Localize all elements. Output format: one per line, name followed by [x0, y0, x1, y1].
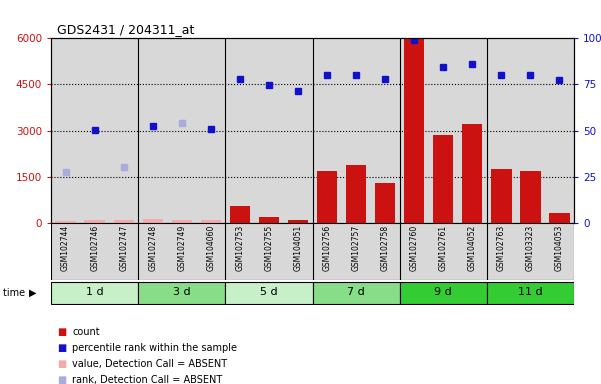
- Text: GSM102756: GSM102756: [323, 224, 332, 271]
- Bar: [341, 223, 371, 280]
- Text: GSM102746: GSM102746: [90, 224, 99, 271]
- Bar: [313, 38, 341, 223]
- Text: GSM102758: GSM102758: [380, 224, 389, 271]
- Bar: [172, 220, 192, 223]
- Text: GSM102761: GSM102761: [439, 224, 448, 271]
- Text: GSM102760: GSM102760: [410, 224, 419, 271]
- Bar: [491, 169, 511, 223]
- Bar: [341, 38, 371, 223]
- Text: ■: ■: [57, 327, 66, 337]
- Bar: [400, 281, 487, 304]
- Text: GSM102757: GSM102757: [352, 224, 361, 271]
- Text: 11 d: 11 d: [518, 287, 543, 297]
- Bar: [346, 165, 366, 223]
- Bar: [80, 223, 109, 280]
- Text: GSM102753: GSM102753: [236, 224, 245, 271]
- Bar: [201, 220, 221, 223]
- Bar: [487, 223, 516, 280]
- Text: rank, Detection Call = ABSENT: rank, Detection Call = ABSENT: [72, 375, 222, 384]
- Bar: [225, 223, 254, 280]
- Bar: [259, 217, 279, 223]
- Bar: [138, 223, 167, 280]
- Bar: [197, 38, 225, 223]
- Text: value, Detection Call = ABSENT: value, Detection Call = ABSENT: [72, 359, 227, 369]
- Bar: [225, 281, 313, 304]
- Bar: [51, 38, 80, 223]
- Text: 1 d: 1 d: [86, 287, 103, 297]
- Bar: [458, 38, 487, 223]
- Text: GSM102755: GSM102755: [264, 224, 273, 271]
- Bar: [55, 221, 76, 223]
- Text: 9 d: 9 d: [435, 287, 452, 297]
- Text: GSM104053: GSM104053: [555, 224, 564, 271]
- Text: time: time: [3, 288, 28, 298]
- Bar: [230, 206, 250, 223]
- Text: GSM104060: GSM104060: [206, 224, 215, 271]
- Bar: [516, 223, 545, 280]
- Bar: [51, 281, 138, 304]
- Text: ■: ■: [57, 343, 66, 353]
- Text: GSM103323: GSM103323: [526, 224, 535, 271]
- Bar: [458, 223, 487, 280]
- Bar: [80, 38, 109, 223]
- Bar: [545, 38, 574, 223]
- Text: 5 d: 5 d: [260, 287, 278, 297]
- Bar: [288, 220, 308, 223]
- Bar: [254, 38, 284, 223]
- Bar: [375, 184, 395, 223]
- Bar: [138, 38, 167, 223]
- Bar: [400, 38, 429, 223]
- Bar: [487, 281, 574, 304]
- Bar: [429, 38, 458, 223]
- Bar: [429, 223, 458, 280]
- Bar: [197, 223, 225, 280]
- Bar: [142, 219, 163, 223]
- Bar: [114, 220, 134, 223]
- Bar: [516, 38, 545, 223]
- Bar: [225, 38, 254, 223]
- Bar: [520, 171, 540, 223]
- Text: GDS2431 / 204311_at: GDS2431 / 204311_at: [57, 23, 195, 36]
- Text: ■: ■: [57, 359, 66, 369]
- Text: GSM102763: GSM102763: [497, 224, 506, 271]
- Text: 3 d: 3 d: [173, 287, 191, 297]
- Bar: [371, 223, 400, 280]
- Text: GSM104051: GSM104051: [293, 224, 302, 271]
- Bar: [487, 38, 516, 223]
- Bar: [138, 281, 225, 304]
- Bar: [313, 281, 400, 304]
- Bar: [109, 38, 138, 223]
- Bar: [85, 220, 105, 223]
- Bar: [404, 39, 424, 223]
- Bar: [284, 38, 313, 223]
- Bar: [433, 135, 453, 223]
- Bar: [400, 223, 429, 280]
- Bar: [313, 223, 341, 280]
- Text: ▶: ▶: [29, 288, 36, 298]
- Text: GSM102749: GSM102749: [177, 224, 186, 271]
- Bar: [462, 124, 483, 223]
- Text: percentile rank within the sample: percentile rank within the sample: [72, 343, 237, 353]
- Bar: [254, 223, 284, 280]
- Text: 7 d: 7 d: [347, 287, 365, 297]
- Bar: [545, 223, 574, 280]
- Bar: [549, 213, 570, 223]
- Bar: [167, 223, 197, 280]
- Bar: [284, 223, 313, 280]
- Text: ■: ■: [57, 375, 66, 384]
- Text: GSM104052: GSM104052: [468, 224, 477, 271]
- Bar: [317, 171, 337, 223]
- Bar: [167, 38, 197, 223]
- Bar: [109, 223, 138, 280]
- Bar: [371, 38, 400, 223]
- Text: count: count: [72, 327, 100, 337]
- Bar: [51, 223, 80, 280]
- Text: GSM102744: GSM102744: [61, 224, 70, 271]
- Text: GSM102748: GSM102748: [148, 224, 157, 271]
- Text: GSM102747: GSM102747: [119, 224, 128, 271]
